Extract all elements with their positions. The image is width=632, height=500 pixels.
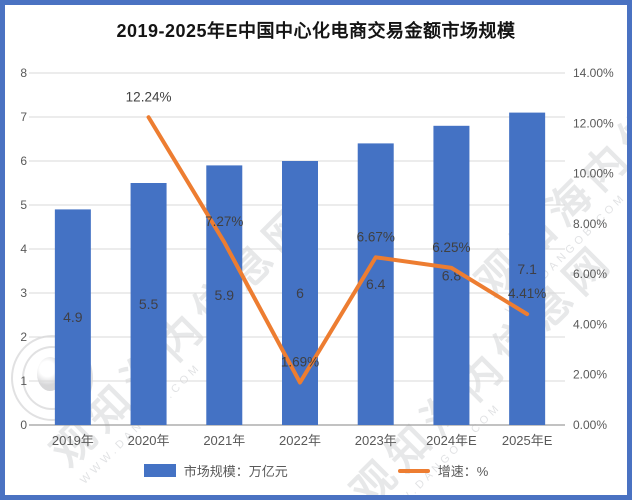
- left-axis-tick: 7: [20, 110, 27, 124]
- left-axis-tick: 6: [20, 154, 27, 168]
- legend-item-line: 增速：%: [397, 461, 489, 480]
- line-value-label: 7.27%: [205, 214, 243, 229]
- growth-line: [146, 115, 530, 385]
- line-value-label: 6.67%: [357, 229, 395, 244]
- right-axis-tick: 14.00%: [573, 66, 614, 80]
- right-axis-tick: 2.00%: [573, 368, 607, 382]
- right-axis-tick: 6.00%: [573, 267, 607, 281]
- x-axis-label: 2022年: [279, 433, 321, 448]
- legend-bar-label: 市场规模：万亿元: [183, 464, 288, 479]
- bar-value-label: 7.1: [517, 261, 537, 277]
- bar-2021年: [206, 165, 243, 425]
- right-axis-tick: 10.00%: [573, 167, 614, 181]
- bar-value-label: 6: [296, 285, 304, 301]
- x-axis-label: 2020年: [128, 433, 170, 448]
- bar-2023年: [357, 143, 394, 425]
- line-value-label: 1.69%: [281, 355, 319, 370]
- bar-2019年: [54, 209, 91, 425]
- line-swatch-icon: [397, 468, 430, 473]
- bar-2020年: [130, 183, 167, 425]
- bar-2025年E: [509, 112, 546, 425]
- plot-area: 0 1 2 3 4 5 6 7 8 0.00% 2.00% 4.00% 6.00% 8.00% 10.00%…: [20, 66, 614, 448]
- x-axis-label: 2019年: [52, 433, 94, 448]
- left-axis-tick: 2: [20, 330, 27, 344]
- line-value-label: 4.41%: [508, 286, 546, 301]
- left-axis-tick: 1: [20, 374, 27, 388]
- x-axis-label: 2023年: [355, 433, 397, 448]
- line-value-label: 12.24%: [126, 89, 172, 104]
- left-axis-tick: 0: [20, 418, 27, 432]
- right-axis-tick: 8.00%: [573, 217, 607, 231]
- line-value-label: 6.25%: [432, 240, 470, 255]
- legend: 市场规模：万亿元 增速：%: [5, 461, 627, 480]
- right-axis-tick: 4.00%: [573, 317, 607, 331]
- chart-title: 2019-2025年E中国中心化电商交易金额市场规模: [116, 21, 516, 41]
- left-axis-tick: 3: [20, 286, 27, 300]
- x-axis-label: 2025年E: [502, 433, 553, 448]
- left-axis-tick: 5: [20, 198, 27, 212]
- bar-value-label: 6.4: [366, 276, 386, 292]
- left-axis-tick: 4: [20, 242, 27, 256]
- x-axis-label: 2021年: [203, 433, 245, 448]
- right-axis-tick: 12.00%: [573, 116, 614, 130]
- bar-value-label: 5.5: [139, 296, 159, 312]
- x-axis-label: 2024年E: [426, 433, 477, 448]
- left-axis-tick: 8: [20, 66, 27, 80]
- right-axis-tick: 0.00%: [573, 418, 607, 432]
- bar-value-label: 4.9: [63, 309, 83, 325]
- bar-swatch-icon: [143, 464, 176, 477]
- legend-item-bar: 市场规模：万亿元: [143, 461, 288, 480]
- legend-line-label: 增速：%: [437, 464, 489, 479]
- bar-value-label: 5.9: [215, 287, 235, 303]
